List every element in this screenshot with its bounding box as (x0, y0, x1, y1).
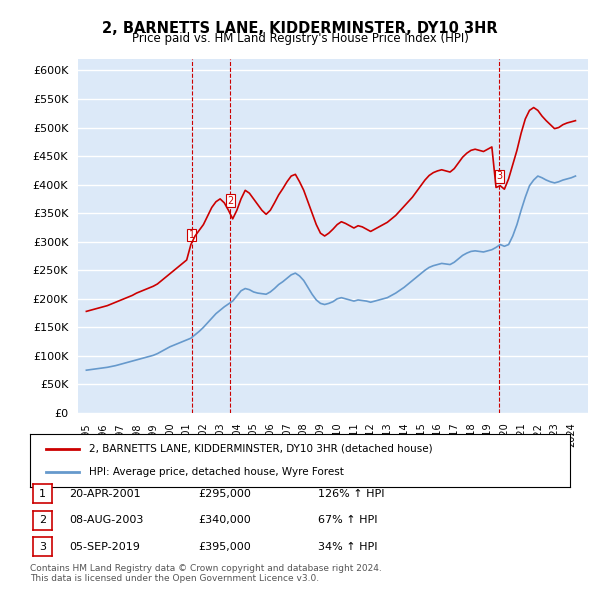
Text: 2: 2 (39, 516, 46, 525)
Text: 08-AUG-2003: 08-AUG-2003 (69, 516, 143, 525)
Text: 20-APR-2001: 20-APR-2001 (69, 489, 140, 499)
Text: HPI: Average price, detached house, Wyre Forest: HPI: Average price, detached house, Wyre… (89, 467, 344, 477)
Text: 2, BARNETTS LANE, KIDDERMINSTER, DY10 3HR: 2, BARNETTS LANE, KIDDERMINSTER, DY10 3H… (102, 21, 498, 35)
Text: £340,000: £340,000 (198, 516, 251, 525)
Text: £295,000: £295,000 (198, 489, 251, 499)
Text: 67% ↑ HPI: 67% ↑ HPI (318, 516, 377, 525)
Text: 1: 1 (188, 230, 195, 240)
Text: Contains HM Land Registry data © Crown copyright and database right 2024.
This d: Contains HM Land Registry data © Crown c… (30, 563, 382, 583)
Text: 3: 3 (496, 171, 502, 181)
Text: 126% ↑ HPI: 126% ↑ HPI (318, 489, 385, 499)
Text: £395,000: £395,000 (198, 542, 251, 552)
Text: 3: 3 (39, 542, 46, 552)
Text: 05-SEP-2019: 05-SEP-2019 (69, 542, 140, 552)
Text: 2, BARNETTS LANE, KIDDERMINSTER, DY10 3HR (detached house): 2, BARNETTS LANE, KIDDERMINSTER, DY10 3H… (89, 444, 433, 454)
Text: 34% ↑ HPI: 34% ↑ HPI (318, 542, 377, 552)
Text: 1: 1 (39, 489, 46, 499)
Text: 2: 2 (227, 196, 233, 206)
Text: Price paid vs. HM Land Registry's House Price Index (HPI): Price paid vs. HM Land Registry's House … (131, 32, 469, 45)
